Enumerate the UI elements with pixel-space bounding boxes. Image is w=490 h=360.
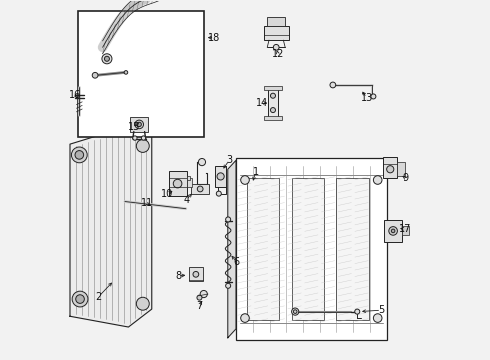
Text: 6: 6 — [234, 257, 240, 267]
Text: 15: 15 — [128, 122, 141, 132]
Bar — [187, 178, 192, 187]
Text: 11: 11 — [141, 198, 153, 208]
Circle shape — [373, 176, 382, 184]
Bar — [264, 86, 282, 90]
Bar — [264, 26, 289, 40]
Bar — [402, 226, 409, 234]
Circle shape — [217, 173, 224, 180]
Circle shape — [392, 229, 395, 233]
Text: 4: 4 — [183, 195, 189, 205]
Text: 18: 18 — [208, 33, 220, 42]
Bar — [130, 117, 148, 132]
Circle shape — [225, 217, 231, 222]
Bar — [169, 171, 187, 196]
Text: 3: 3 — [226, 155, 232, 165]
Circle shape — [75, 150, 84, 159]
Text: 10: 10 — [161, 189, 173, 199]
Circle shape — [200, 291, 207, 298]
Circle shape — [270, 108, 275, 113]
Circle shape — [273, 44, 279, 50]
Circle shape — [292, 308, 299, 315]
Text: 12: 12 — [272, 49, 284, 59]
Bar — [397, 162, 405, 176]
Bar — [264, 116, 282, 120]
Circle shape — [141, 136, 146, 140]
Circle shape — [124, 71, 128, 74]
Text: 17: 17 — [399, 224, 412, 234]
Circle shape — [216, 191, 221, 196]
Bar — [191, 184, 209, 194]
Bar — [337, 178, 368, 320]
Circle shape — [371, 94, 376, 99]
Circle shape — [102, 54, 112, 64]
Text: 9: 9 — [403, 173, 409, 183]
Circle shape — [294, 310, 297, 314]
Circle shape — [355, 309, 360, 314]
Circle shape — [198, 158, 205, 166]
Circle shape — [330, 82, 336, 88]
Bar — [384, 220, 402, 242]
Circle shape — [137, 122, 141, 127]
Text: 8: 8 — [175, 271, 181, 281]
Circle shape — [387, 166, 394, 173]
Bar — [267, 17, 285, 26]
Polygon shape — [228, 160, 236, 338]
Bar — [215, 166, 226, 187]
Circle shape — [104, 56, 109, 61]
Circle shape — [92, 72, 98, 78]
Circle shape — [241, 314, 249, 322]
Bar — [247, 178, 279, 320]
Circle shape — [72, 291, 88, 307]
Bar — [187, 176, 190, 180]
Circle shape — [136, 297, 149, 310]
Circle shape — [270, 93, 275, 98]
Circle shape — [197, 186, 203, 192]
Bar — [77, 12, 204, 137]
Circle shape — [72, 147, 87, 163]
Circle shape — [136, 139, 149, 152]
Bar — [268, 89, 278, 117]
Bar — [292, 178, 324, 320]
Circle shape — [373, 314, 382, 322]
Text: 5: 5 — [378, 305, 384, 315]
Text: 7: 7 — [196, 301, 202, 311]
Circle shape — [225, 283, 231, 288]
Bar — [189, 267, 203, 282]
Circle shape — [76, 295, 84, 303]
Text: 13: 13 — [361, 93, 373, 103]
Text: 14: 14 — [256, 98, 269, 108]
Bar — [236, 158, 387, 339]
Circle shape — [389, 226, 397, 235]
Text: 16: 16 — [69, 90, 81, 100]
Circle shape — [241, 176, 249, 184]
Circle shape — [135, 120, 144, 129]
Text: 2: 2 — [96, 292, 102, 302]
Text: 1: 1 — [253, 167, 259, 177]
Circle shape — [197, 295, 202, 300]
Circle shape — [193, 271, 199, 277]
Circle shape — [173, 179, 182, 188]
Bar — [383, 157, 397, 178]
Polygon shape — [70, 126, 152, 327]
Circle shape — [133, 136, 137, 140]
